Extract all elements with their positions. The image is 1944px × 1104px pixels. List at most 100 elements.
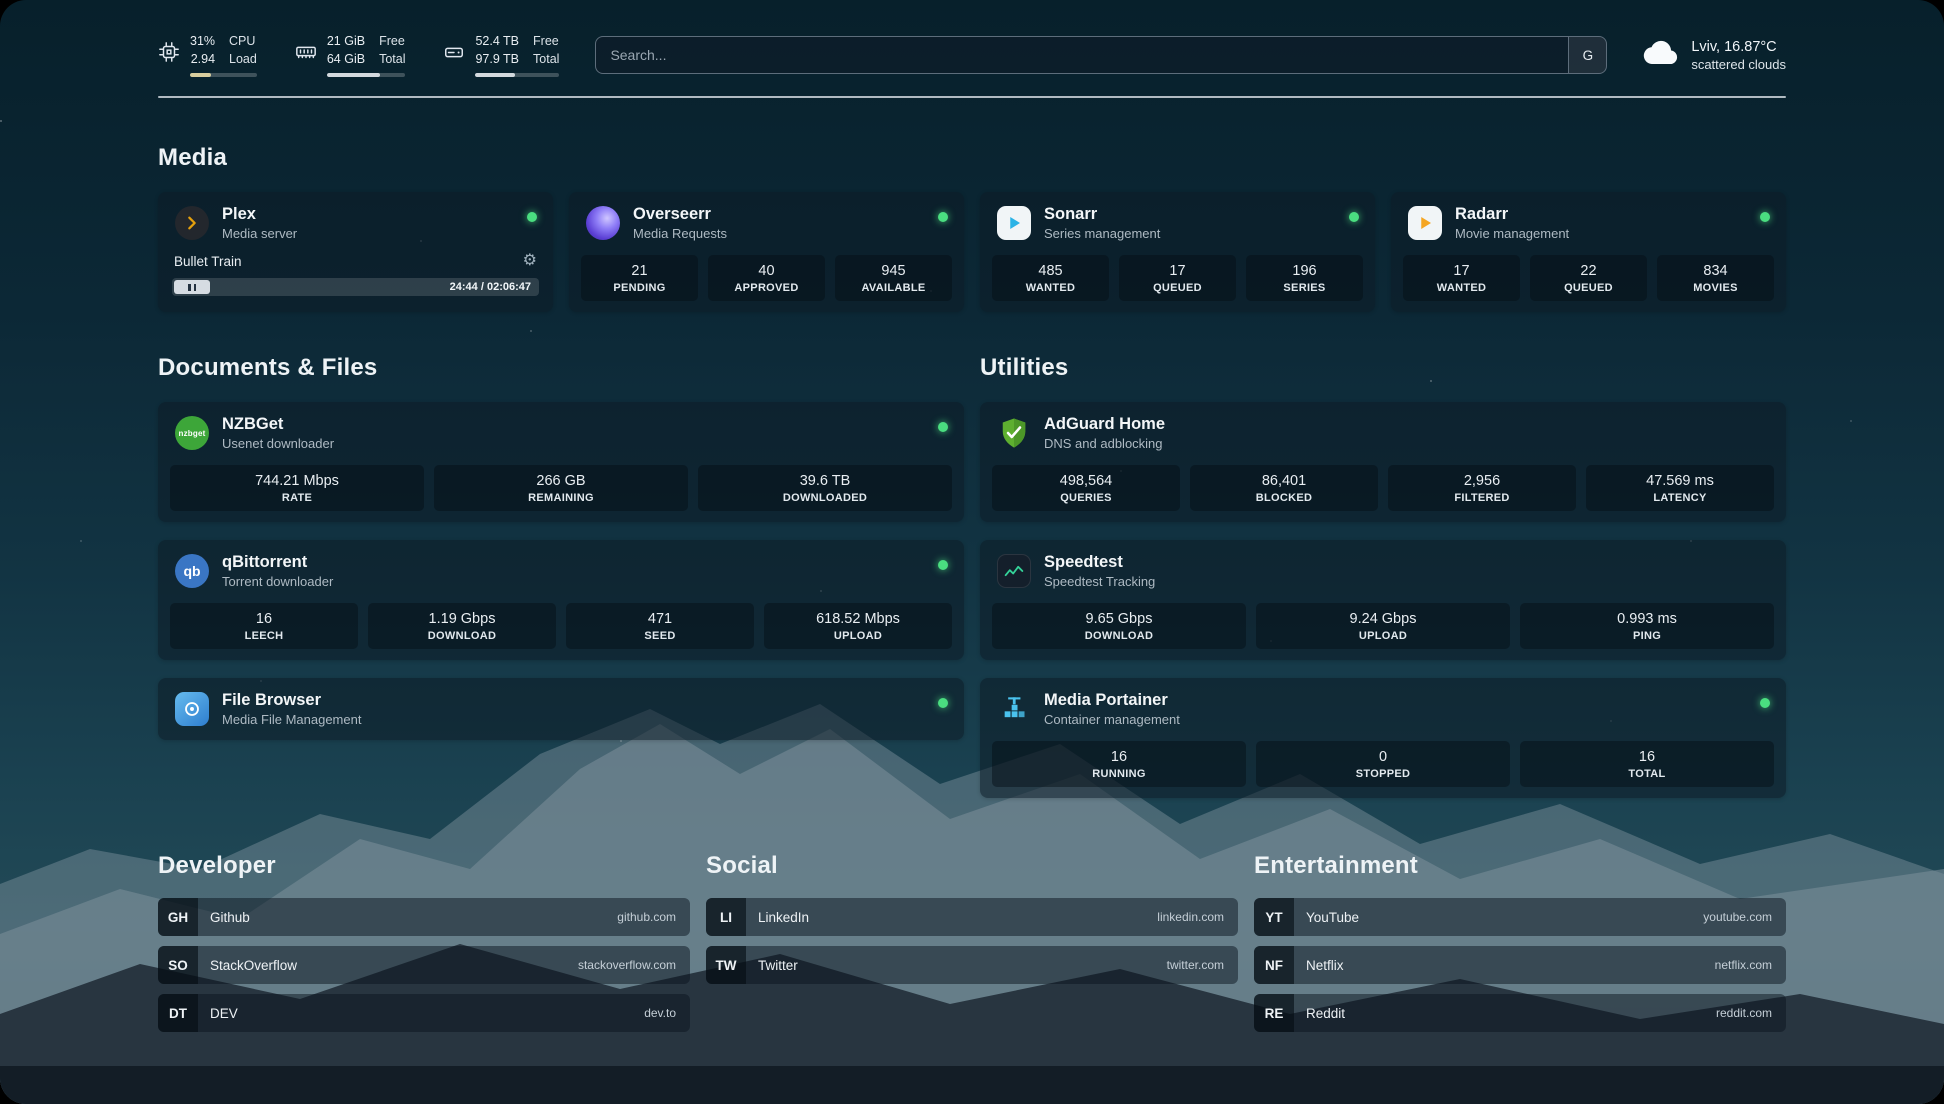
bookmark-twitter[interactable]: TW Twitter twitter.com <box>706 946 1238 984</box>
service-card-portainer[interactable]: Media Portainer Container management 16 … <box>980 678 1786 798</box>
stat-label: QUEUED <box>1153 282 1202 294</box>
cpu-icon <box>158 41 180 63</box>
service-name: Radarr <box>1455 205 1509 223</box>
stat-value: 266 GB <box>536 473 586 489</box>
memory-icon <box>295 41 317 63</box>
stat-label: APPROVED <box>734 282 799 294</box>
cloud-icon <box>1643 39 1679 71</box>
service-subtitle: Torrent downloader <box>222 574 334 589</box>
memory-total-value: 64 GiB <box>326 51 366 66</box>
filebrowser-icon <box>175 692 209 726</box>
stat-value: 834 <box>1703 263 1728 279</box>
stat-value: 17 <box>1453 263 1470 279</box>
bookmark-url: netflix.com <box>1714 958 1772 972</box>
stat-available: 945 AVAILABLE <box>835 255 952 301</box>
cpu-usage-value: 31% <box>190 34 216 48</box>
status-dot <box>938 560 948 570</box>
section-title-developer: Developer <box>158 852 276 879</box>
weather-widget: Lviv, 16.87°C scattered clouds <box>1643 39 1786 72</box>
service-card-speedtest[interactable]: Speedtest Speedtest Tracking 9.65 Gbps D… <box>980 540 1786 660</box>
stat-blocked: 86,401 BLOCKED <box>1190 465 1378 511</box>
section-title-social: Social <box>706 852 778 879</box>
bookmark-github[interactable]: GH Github github.com <box>158 898 690 936</box>
service-card-adguard[interactable]: AdGuard Home DNS and adblocking 498,564 … <box>980 402 1786 522</box>
stat-value: 618.52 Mbps <box>816 611 900 627</box>
service-card-nzbget[interactable]: nzbget NZBGet Usenet downloader 744.21 M… <box>158 402 964 522</box>
stat-label: QUEUED <box>1564 282 1613 294</box>
cpu-label-bottom: Load <box>229 51 257 66</box>
stat-queries: 498,564 QUERIES <box>992 465 1180 511</box>
service-card-qbittorrent[interactable]: qb qBittorrent Torrent downloader 16 LEE… <box>158 540 964 660</box>
stat-label: SERIES <box>1283 282 1326 294</box>
stat-value: 9.24 Gbps <box>1349 611 1417 627</box>
service-card-filebrowser[interactable]: File Browser Media File Management <box>158 678 964 740</box>
stat-downloaded: 39.6 TB DOWNLOADED <box>698 465 952 511</box>
service-subtitle: Container management <box>1044 712 1180 727</box>
stat-label: DOWNLOADED <box>782 492 868 504</box>
stat-value: 471 <box>647 611 673 627</box>
service-card-overseerr[interactable]: Overseerr Media Requests 21 PENDING 40 A… <box>569 192 964 312</box>
disk-widget: 52.4 TB Free 97.9 TB Total <box>443 33 560 77</box>
cpu-load-value: 2.94 <box>190 51 216 66</box>
service-subtitle: Usenet downloader <box>222 436 335 451</box>
stat-latency: 47.569 ms LATENCY <box>1586 465 1774 511</box>
nzbget-icon: nzbget <box>175 416 209 450</box>
bookmark-linkedin[interactable]: LI LinkedIn linkedin.com <box>706 898 1238 936</box>
stat-label: RATE <box>281 492 313 504</box>
service-name: NZBGet <box>222 415 284 433</box>
radarr-icon <box>1408 206 1442 240</box>
bookmark-stackoverflow[interactable]: SO StackOverflow stackoverflow.com <box>158 946 690 984</box>
status-dot <box>1349 212 1359 222</box>
stat-total: 16 TOTAL <box>1520 741 1774 787</box>
cpu-progress-track <box>190 73 257 77</box>
status-dot <box>938 212 948 222</box>
stat-value: 16 <box>255 611 273 627</box>
service-name: Plex <box>222 205 256 223</box>
bookmark-youtube[interactable]: YT YouTube youtube.com <box>1254 898 1786 936</box>
stat-label: LATENCY <box>1653 492 1707 504</box>
stat-value: 86,401 <box>1261 473 1307 489</box>
memory-progress-fill <box>326 73 380 77</box>
section-documents: Documents & Files nzbget NZBGet Usenet d… <box>158 354 964 740</box>
search-provider-button[interactable]: G <box>1568 37 1607 73</box>
section-title-entertainment: Entertainment <box>1254 852 1418 879</box>
status-dot <box>1760 698 1770 708</box>
stat-label: QUERIES <box>1060 492 1112 504</box>
bookmark-group-developer: Developer GH Github github.com SO StackO… <box>158 852 690 1032</box>
gear-icon[interactable]: ⚙ <box>522 252 537 269</box>
stat-ping: 0.993 ms PING <box>1520 603 1774 649</box>
memory-progress-track <box>326 73 406 77</box>
bookmark-name: StackOverflow <box>210 957 298 973</box>
stat-movies: 834 MOVIES <box>1657 255 1774 301</box>
weather-location: Lviv, 16.87°C <box>1691 38 1777 55</box>
stat-value: 1.19 Gbps <box>428 611 496 627</box>
service-card-sonarr[interactable]: Sonarr Series management 485 WANTED 17 Q… <box>980 192 1375 312</box>
overseerr-icon <box>586 206 620 240</box>
stat-download: 9.65 Gbps DOWNLOAD <box>992 603 1246 649</box>
bookmark-url: linkedin.com <box>1157 910 1224 924</box>
service-card-plex[interactable]: Plex Media server Bullet Train ⚙ 24:44 /… <box>158 192 553 312</box>
service-card-radarr[interactable]: Radarr Movie management 17 WANTED 22 QUE… <box>1391 192 1786 312</box>
memory-label-bottom: Total <box>379 51 406 66</box>
bookmark-dev[interactable]: DT DEV dev.to <box>158 994 690 1032</box>
disk-total-value: 97.9 TB <box>475 51 520 66</box>
stat-filtered: 2,956 FILTERED <box>1388 465 1576 511</box>
bookmark-abbr: DT <box>158 994 198 1032</box>
stat-label: UPLOAD <box>1358 630 1408 642</box>
stat-label: REMAINING <box>528 492 594 504</box>
bookmark-netflix[interactable]: NF Netflix netflix.com <box>1254 946 1786 984</box>
stat-wanted: 17 WANTED <box>1403 255 1520 301</box>
playback-progress-bar[interactable]: 24:44 / 02:06:47 <box>172 278 539 296</box>
search-input[interactable] <box>596 37 1569 73</box>
bookmark-reddit[interactable]: RE Reddit reddit.com <box>1254 994 1786 1032</box>
stat-stopped: 0 STOPPED <box>1256 741 1510 787</box>
service-name: Sonarr <box>1044 205 1098 223</box>
pause-button[interactable] <box>174 280 210 294</box>
now-playing-title: Bullet Train <box>174 253 242 269</box>
bookmark-abbr: GH <box>158 898 198 936</box>
stat-label: WANTED <box>1025 282 1076 294</box>
stat-queued: 17 QUEUED <box>1119 255 1236 301</box>
stat-label: UPLOAD <box>833 630 883 642</box>
bookmark-name: Reddit <box>1306 1005 1346 1021</box>
